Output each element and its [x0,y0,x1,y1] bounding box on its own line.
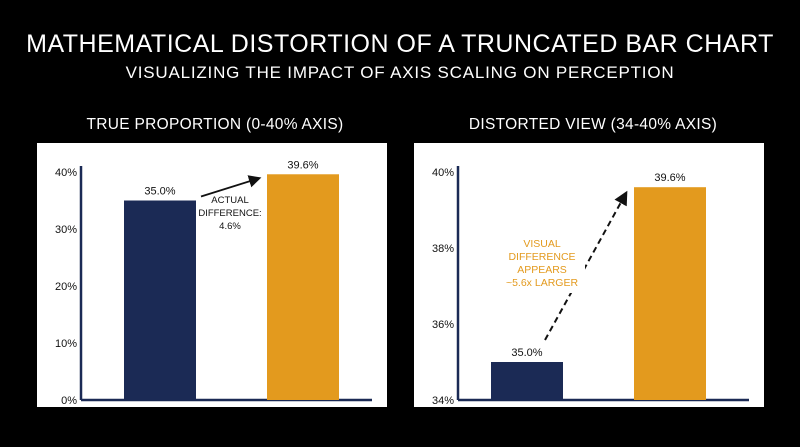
left-ytick-label: 20% [55,281,77,293]
left-bar [267,174,339,400]
left-ytick-label: 10% [55,338,77,350]
true-proportion-chart: 0% 10% 20% 30% 40% 35.0% 39.6% ACTUAL DIFFERENCE… [55,159,372,407]
right-bar [491,362,563,400]
chart-subtitle: VISUALIZING THE IMPACT OF AXIS SCALING O… [125,63,675,82]
right-annotation-line: VISUAL [523,238,561,250]
left-ytick-label: 30% [55,224,77,236]
right-ytick-label: 34% [432,395,454,407]
right-bar [634,187,706,400]
true-proportion-chart-panel: 0% 10% 20% 30% 40% 35.0% 39.6% ACTUAL DIFFERENCE… [37,143,387,407]
left-bar [124,200,196,400]
right-bar-value-label: 39.6% [654,172,685,184]
left-annotation-line: ACTUAL [211,195,248,206]
right-ytick-label: 36% [432,319,454,331]
right-annotation-backdrop [499,235,585,293]
left-annotation-line: DIFFERENCE: [198,208,261,219]
left-annotation-line: 4.6% [219,221,241,232]
right-difference-arrow [544,190,628,341]
left-panel-title: TRUE PROPORTION (0-40% AXIS) [86,116,344,133]
right-ytick-label: 38% [432,243,454,255]
distorted-view-chart: 34% 36% 38% 40% 35.0% 39.6% VISUALDIFFERENCEAP… [432,166,749,407]
right-bar-value-label: 35.0% [511,347,542,359]
distorted-view-chart-panel: 34% 36% 38% 40% 35.0% 39.6% VISUAL DIFFERENCE AP… [414,143,764,407]
chart-title: MATHEMATICAL DISTORTION OF A TRUNCATED B… [26,30,774,58]
left-difference-arrow [200,175,262,198]
right-annotation-line: APPEARS [517,264,567,276]
right-panel-title: DISTORTED VIEW (34-40% AXIS) [468,116,718,133]
left-bar-value-label: 35.0% [144,186,175,198]
right-annotation-line: ~5.6x LARGER [506,277,578,289]
right-annotation-line: DIFFERENCE [508,251,575,263]
right-ytick-label: 40% [432,167,454,179]
left-ytick-label: 40% [55,167,77,179]
left-bar-value-label: 39.6% [287,159,318,171]
left-ytick-label: 0% [61,395,77,407]
